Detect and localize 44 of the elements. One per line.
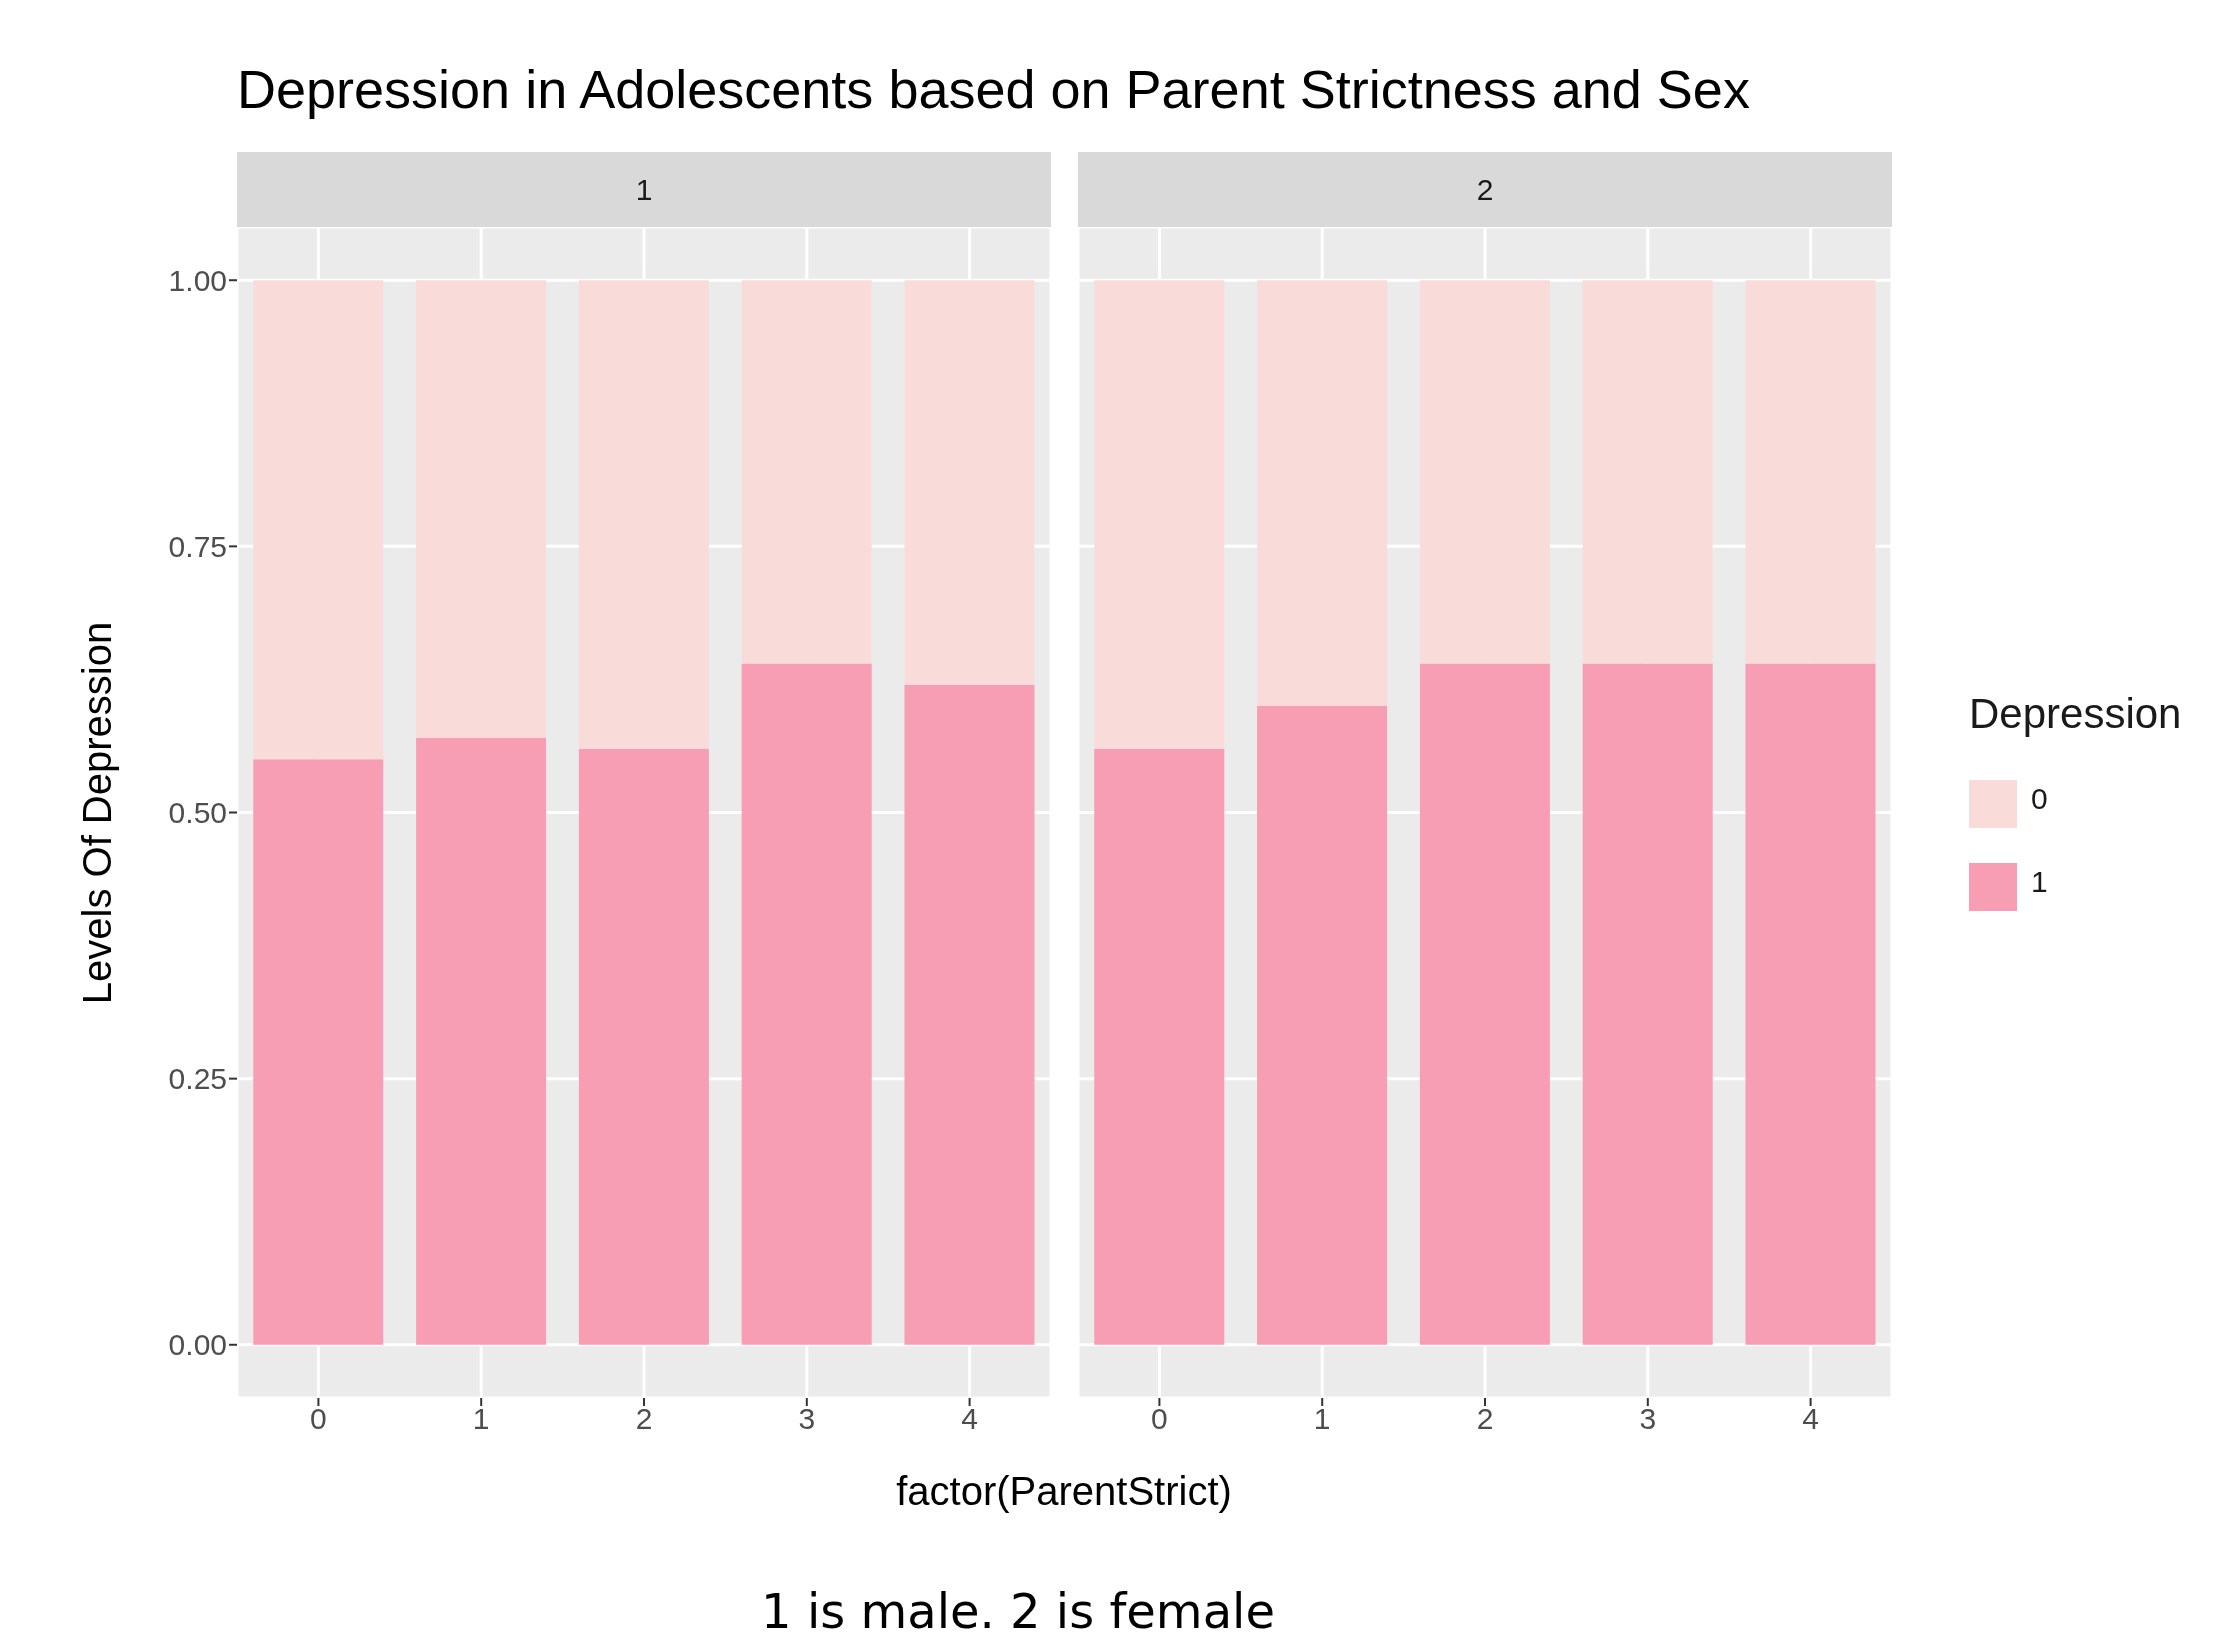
bar bbox=[1419, 663, 1550, 1345]
x-axis-title: factor(ParentStrict) bbox=[896, 1468, 1232, 1514]
y-tick-label: 0.25 bbox=[168, 1062, 227, 1096]
x-tick-label: 0 bbox=[1151, 1402, 1168, 1436]
bar bbox=[1094, 280, 1225, 749]
bar bbox=[1094, 748, 1225, 1345]
bar bbox=[253, 759, 384, 1345]
bar bbox=[1419, 280, 1550, 664]
bar bbox=[1582, 663, 1713, 1345]
legend-title: Depression bbox=[1969, 690, 2182, 738]
bar bbox=[1745, 280, 1876, 664]
x-tick-label: 0 bbox=[310, 1402, 327, 1436]
x-tick-label: 1 bbox=[472, 1402, 490, 1436]
bar bbox=[253, 280, 384, 760]
chart-subtitle: 1 bbox=[237, 152, 1051, 227]
text: 1 is male. 2 is female bbox=[761, 1583, 1275, 1634]
y-tick-label: 1.00 bbox=[168, 263, 227, 297]
y-tick-label: 0.00 bbox=[168, 1328, 227, 1362]
x-tick-label: 2 bbox=[635, 1402, 653, 1436]
bar bbox=[578, 748, 709, 1345]
bar bbox=[741, 663, 872, 1345]
chart-title: Depression in Adolescents based on Parent Strictness and Sex bbox=[237, 58, 1750, 120]
bar bbox=[578, 280, 709, 749]
legend-label: 1 bbox=[2031, 864, 2048, 898]
x-tick-label: 2 bbox=[1476, 1402, 1494, 1436]
x-tick-label: 3 bbox=[1639, 1402, 1657, 1436]
bar bbox=[904, 280, 1035, 685]
bar bbox=[741, 280, 872, 664]
legend-label: 0 bbox=[2031, 781, 2048, 815]
bar bbox=[1257, 280, 1388, 707]
x-tick-label: 4 bbox=[1802, 1402, 1819, 1436]
bar bbox=[416, 737, 547, 1345]
x-tick-label: 4 bbox=[961, 1402, 978, 1436]
y-tick-label: 0.50 bbox=[168, 796, 227, 830]
y-axis-title: Levels Of Depression bbox=[74, 621, 120, 1005]
bar bbox=[904, 684, 1035, 1345]
chart-subtitle: 2 bbox=[1078, 152, 1892, 227]
x-tick-label: 1 bbox=[1313, 1402, 1331, 1436]
bar bbox=[1582, 280, 1713, 664]
bar bbox=[1257, 706, 1388, 1345]
x-tick-label: 3 bbox=[798, 1402, 816, 1436]
bar bbox=[1745, 663, 1876, 1345]
y-tick-label: 0.75 bbox=[168, 530, 227, 564]
bar bbox=[416, 280, 547, 738]
